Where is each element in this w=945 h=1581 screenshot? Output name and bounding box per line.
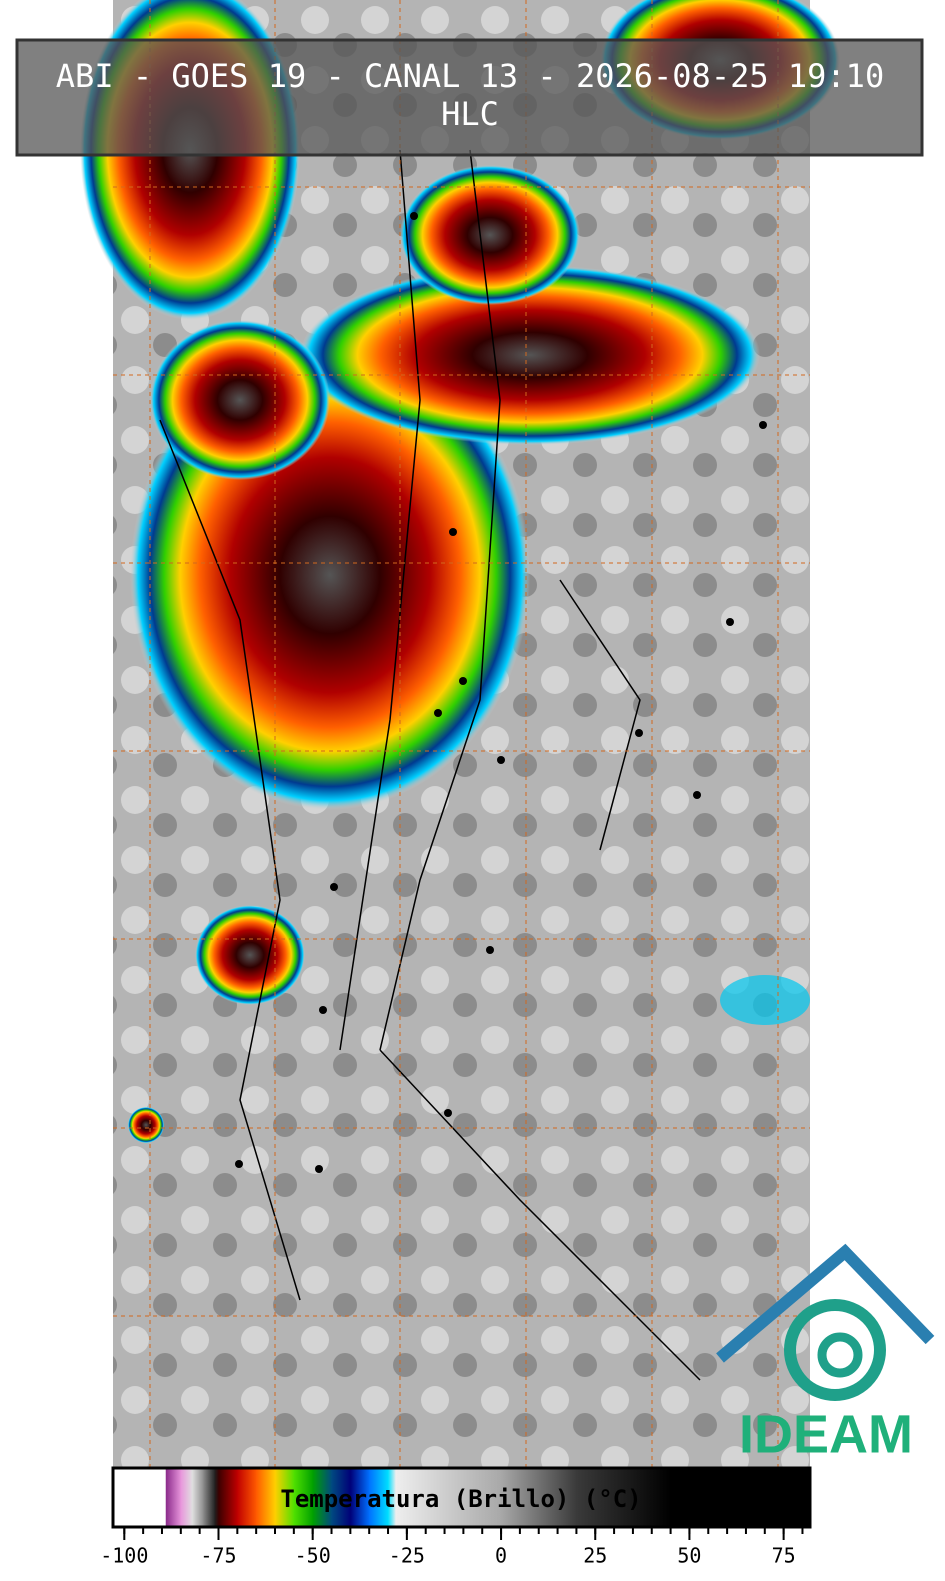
colorbar-segment bbox=[576, 1468, 672, 1527]
colorbar-segment bbox=[369, 1468, 389, 1527]
tick-label: -25 bbox=[389, 1544, 425, 1568]
colorbar-segment bbox=[218, 1468, 238, 1527]
colorbar-segment bbox=[203, 1468, 216, 1527]
logo-swirl bbox=[784, 1299, 886, 1401]
colorbar: Temperatura (Brillo) (°C) -100 -75 -50 -25 0… bbox=[100, 1466, 812, 1568]
colorbar-segment bbox=[293, 1468, 314, 1527]
satellite-image bbox=[80, 0, 840, 1468]
tick-label: 50 bbox=[677, 1544, 701, 1568]
colorbar-segment bbox=[501, 1468, 577, 1527]
title: ABI - GOES 19 - CANAL 13 - 2026-08-25 19… bbox=[56, 57, 884, 95]
tick-label: -50 bbox=[295, 1544, 331, 1568]
tick-label: 75 bbox=[772, 1544, 796, 1568]
colorbar-segment bbox=[350, 1468, 370, 1527]
colorbar-segment bbox=[388, 1468, 397, 1527]
colorbar-segment bbox=[113, 1468, 167, 1527]
cloud-cell bbox=[720, 975, 810, 1025]
tick-label: 0 bbox=[495, 1544, 507, 1568]
colorbar-segment bbox=[312, 1468, 333, 1527]
storm-cell bbox=[400, 165, 580, 305]
colorbar-segment bbox=[180, 1468, 193, 1527]
storm-cell bbox=[150, 320, 330, 480]
storm-cell bbox=[195, 905, 305, 1005]
colorbar-segment bbox=[214, 1468, 219, 1527]
title-box bbox=[15, 38, 924, 157]
logo-roof bbox=[716, 1243, 935, 1363]
storm-cell bbox=[128, 1107, 164, 1143]
colorbar-segment bbox=[395, 1468, 502, 1527]
colorbar-segment bbox=[331, 1468, 351, 1527]
logo: IDEAM bbox=[716, 1243, 935, 1464]
colorbar-segment bbox=[256, 1468, 276, 1527]
colorbar-label: Temperatura (Brillo) (°C) bbox=[280, 1485, 641, 1513]
subtitle: HLC bbox=[441, 95, 499, 133]
colorbar-segment bbox=[192, 1468, 204, 1527]
city-dots bbox=[235, 212, 767, 1173]
storm-cell bbox=[300, 265, 760, 445]
colorbar-segment bbox=[670, 1468, 811, 1527]
tick-label: -75 bbox=[200, 1544, 236, 1568]
colorbar-segment bbox=[275, 1468, 295, 1527]
colorbar-segment bbox=[165, 1468, 182, 1527]
logo-text: IDEAM bbox=[739, 1404, 913, 1464]
borders bbox=[159, 149, 701, 1381]
colorbar-frame bbox=[111, 1466, 812, 1529]
logo-swirl bbox=[817, 1332, 863, 1378]
tick-label: 25 bbox=[583, 1544, 607, 1568]
colorbar-segment bbox=[237, 1468, 257, 1527]
tick-label: -100 bbox=[100, 1544, 148, 1568]
